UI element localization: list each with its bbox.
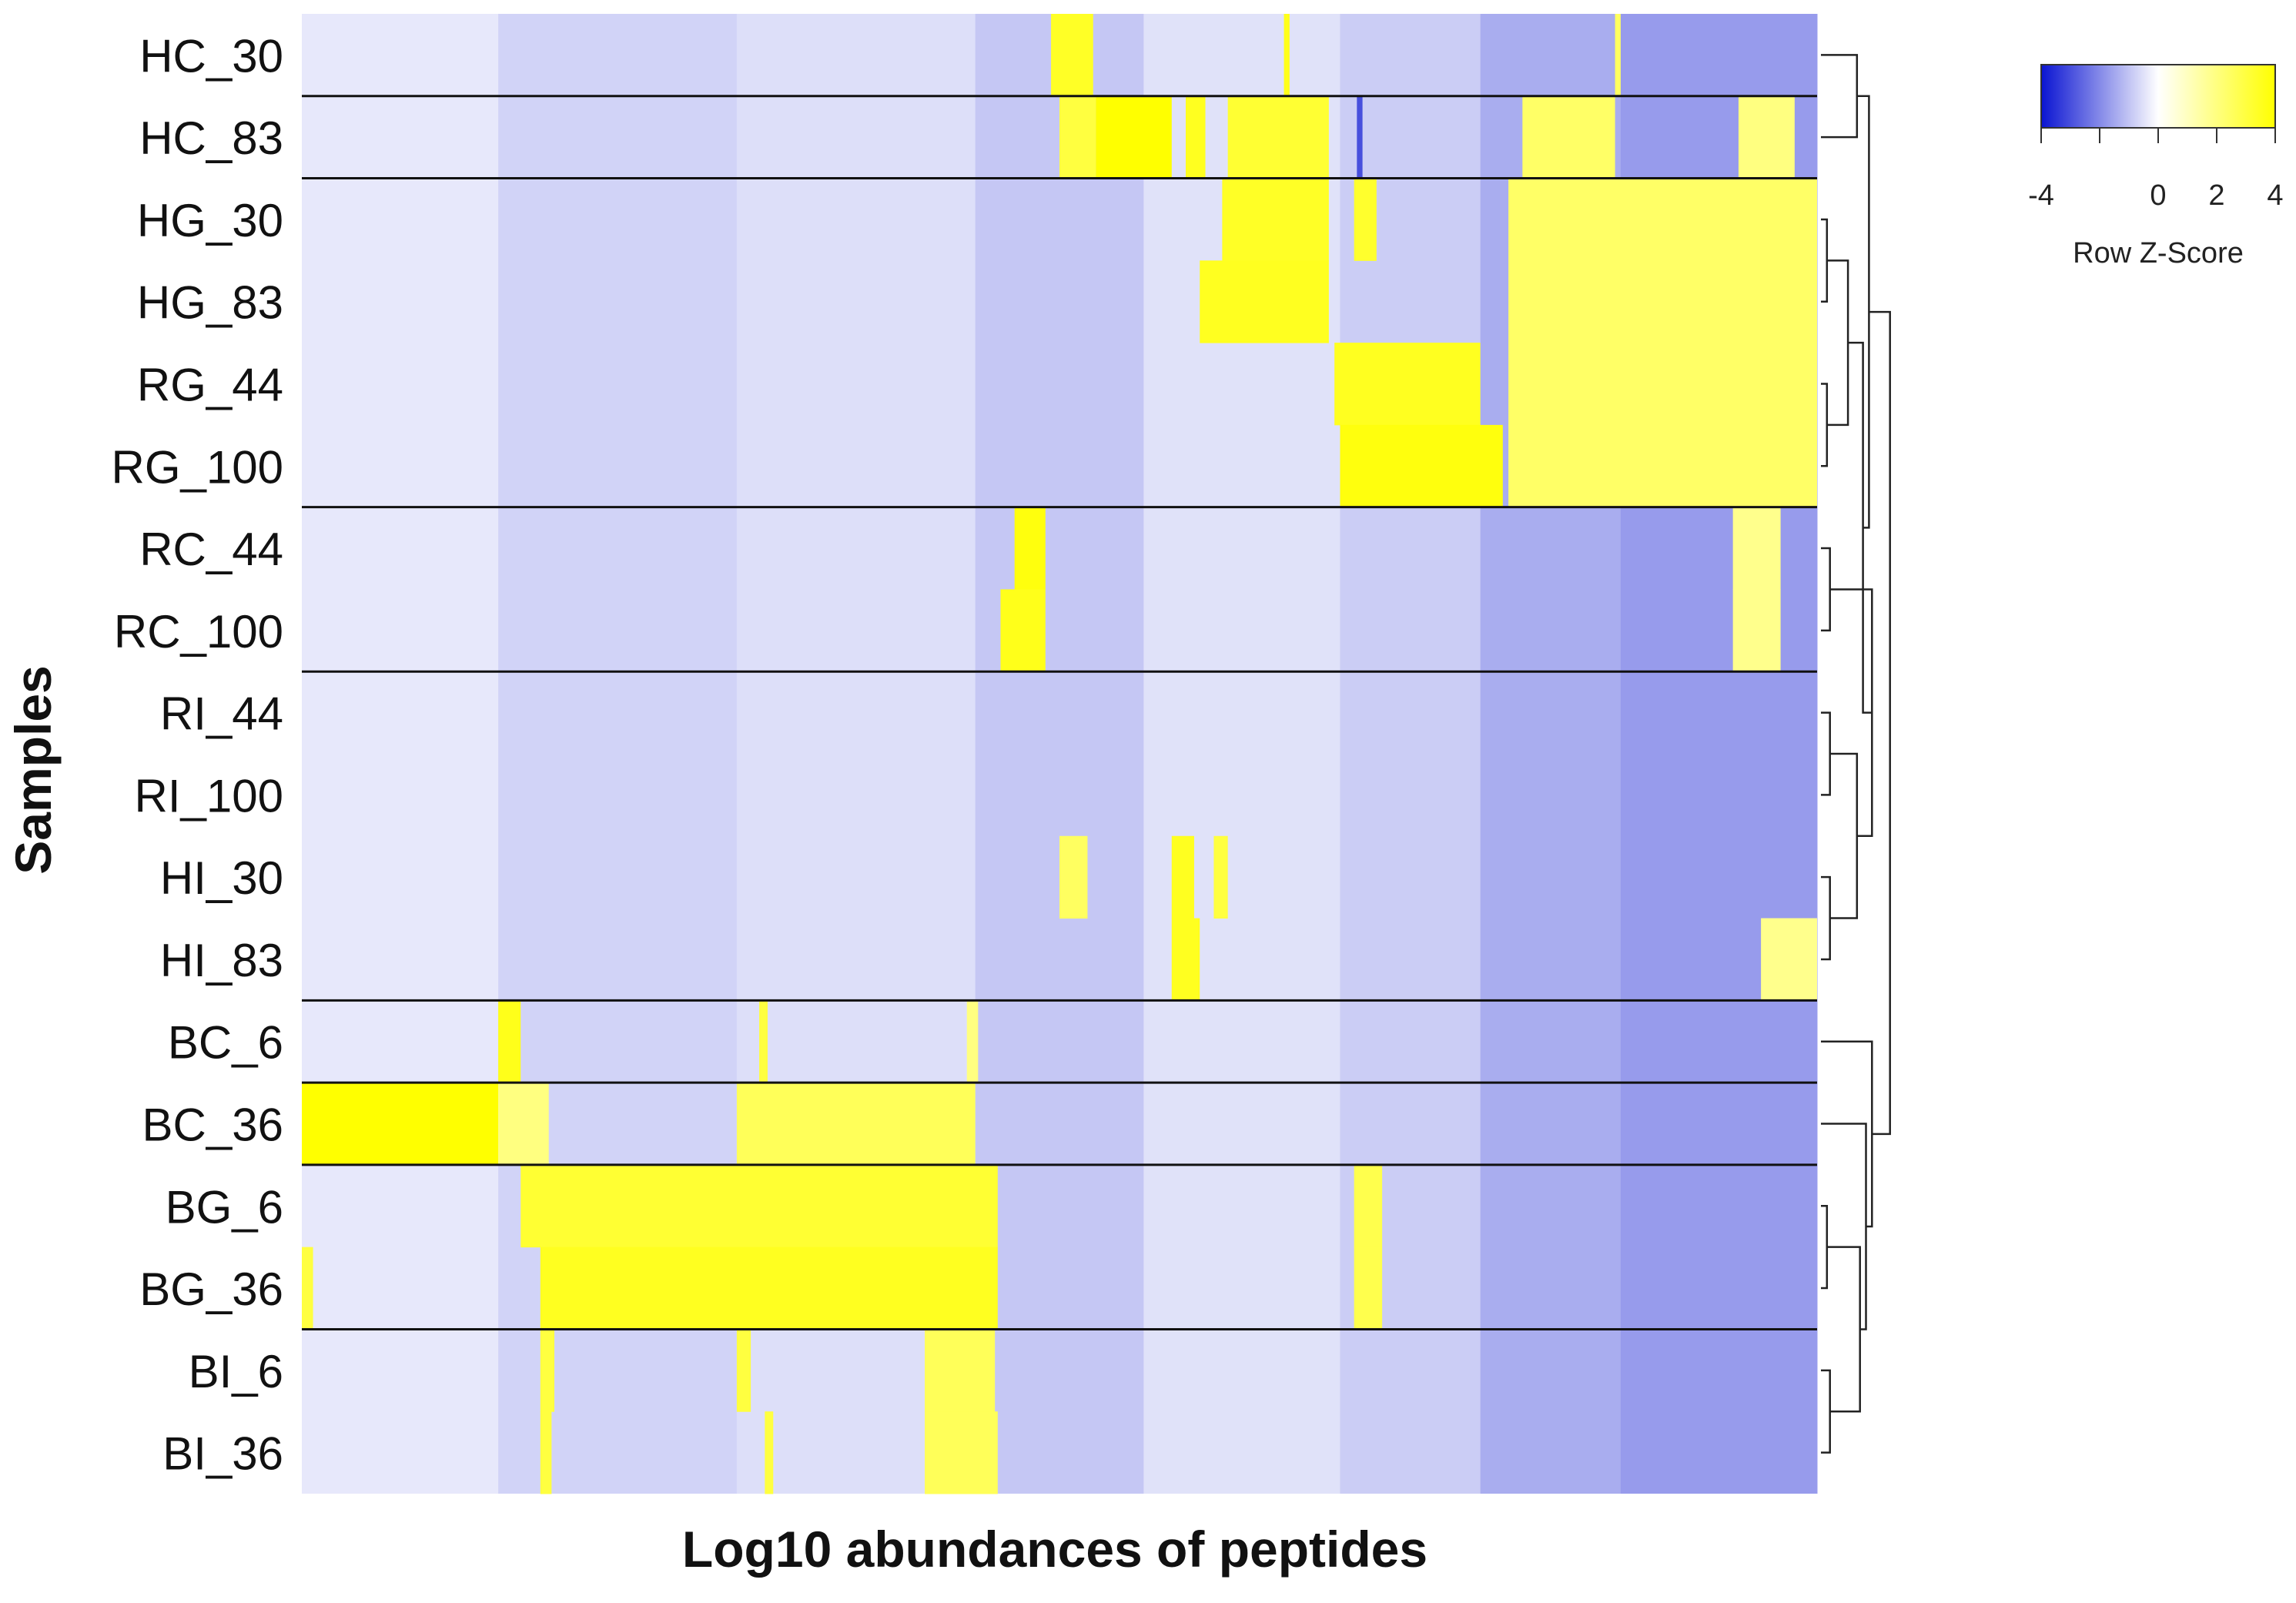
heatmap-block <box>1284 14 1290 97</box>
row-label: BI_36 <box>162 1428 283 1480</box>
dendrogram-branch <box>1869 310 1891 1136</box>
heatmap-block <box>1354 1247 1383 1330</box>
row-label: BI_6 <box>189 1346 283 1397</box>
heatmap-block <box>302 1083 499 1166</box>
heatmap-cells <box>302 14 1818 1494</box>
dendrogram-branch <box>1821 383 1829 467</box>
heatmap-block <box>925 1411 998 1494</box>
color-key-ticks: -4 0 2 4 <box>2028 128 2284 212</box>
heatmap-block <box>1340 424 1503 508</box>
heatmap-block <box>540 1247 998 1330</box>
heatmap-block <box>1051 14 1093 97</box>
heatmap-block <box>1227 95 1329 179</box>
heatmap-block <box>1508 178 1817 261</box>
row-label: HI_83 <box>160 935 283 986</box>
heatmap-block <box>1213 835 1228 919</box>
heatmap-block <box>1059 835 1088 919</box>
heatmap-block <box>498 1000 521 1083</box>
dendrogram-branch <box>1821 711 1831 796</box>
color-key-tick-label: 4 <box>2267 179 2283 212</box>
heatmap-block <box>1522 95 1615 179</box>
heatmap-block <box>1354 1164 1383 1248</box>
heatmap-block <box>1014 507 1046 590</box>
heatmap-block <box>765 1411 774 1494</box>
dendrogram-branch <box>1821 1369 1831 1454</box>
heatmap-block <box>1732 589 1781 672</box>
heatmap-block <box>540 1411 552 1494</box>
heatmap-block <box>1354 178 1377 261</box>
row-label: HC_83 <box>139 112 283 164</box>
heatmap-block <box>520 1164 998 1248</box>
heatmap-block <box>1171 918 1200 1001</box>
heatmap-block <box>302 1247 313 1330</box>
color-key-tick-label: -4 <box>2028 179 2054 212</box>
heatmap-block <box>1334 343 1481 426</box>
heatmap-block <box>1357 95 1363 179</box>
row-label: RG_44 <box>137 360 283 411</box>
heatmap-block <box>1761 918 1817 1001</box>
dendrogram-branch <box>1821 54 1859 139</box>
dendrogram-branch <box>1821 1205 1829 1290</box>
color-key-tick-label: 2 <box>2208 179 2224 212</box>
dendrogram-branch <box>1821 1123 1867 1330</box>
group-separator-lines <box>302 95 1817 1330</box>
color-key-legend: -4 0 2 4 Row Z-Score <box>2028 64 2284 269</box>
dendrogram-branch <box>1826 1246 1861 1413</box>
dendrogram-branch <box>1821 875 1831 961</box>
heatmap-block <box>759 1000 768 1083</box>
row-label: RI_44 <box>160 688 283 740</box>
dendrogram-branch <box>1856 95 1870 529</box>
heatmap-block <box>1000 589 1046 672</box>
heatmap-block <box>1186 95 1206 179</box>
heatmap-block <box>736 1083 976 1166</box>
heatmap-block <box>1738 95 1795 179</box>
row-label: BG_6 <box>166 1181 283 1233</box>
row-labels: HC_30 HC_83 HG_30 HG_83 RG_44 RG_100 RC_44 RC_1… <box>112 30 283 1479</box>
heatmap-block <box>1615 14 1621 97</box>
heatmap-block <box>736 1329 751 1412</box>
row-label: BC_6 <box>168 1017 283 1069</box>
dendrogram-branch <box>1821 1040 1873 1228</box>
color-key-gradient <box>2040 64 2276 129</box>
heatmap-block <box>966 1000 979 1083</box>
heatmap-background-band <box>975 14 1144 1494</box>
heatmap-block <box>498 1083 549 1166</box>
heatmap-block <box>1222 178 1329 261</box>
heatmap-background-band <box>302 14 499 1494</box>
heatmap-block <box>1508 343 1817 426</box>
row-label: RC_100 <box>114 606 283 658</box>
row-label: HG_30 <box>137 195 283 246</box>
row-label: RI_100 <box>135 770 283 822</box>
row-label: HC_30 <box>139 30 283 82</box>
heatmap-block <box>1096 95 1172 179</box>
heatmap-block <box>1508 260 1817 343</box>
dendrogram-branch <box>1826 259 1849 427</box>
heatmap-block <box>540 1329 554 1412</box>
heatmap-block <box>1732 507 1781 590</box>
x-axis-title: Log10 abundances of peptides <box>682 1521 1427 1578</box>
y-axis-title: Samples <box>5 665 62 874</box>
heatmap-block <box>925 1329 996 1412</box>
row-label: BG_36 <box>139 1263 283 1315</box>
row-label: HI_30 <box>160 852 283 904</box>
dendrogram-branch <box>1829 588 1873 838</box>
row-label: HG_83 <box>137 277 283 329</box>
heatmap-block <box>1171 835 1194 919</box>
heatmap-block <box>1059 95 1096 179</box>
dendrogram-branch <box>1848 341 1873 714</box>
row-dendrogram <box>1821 54 1891 1454</box>
dendrogram-branch <box>1821 547 1831 632</box>
color-key-title: Row Z-Score <box>2073 237 2244 269</box>
color-key-tick-label: 0 <box>2150 179 2166 212</box>
dendrogram-branch <box>1821 218 1829 303</box>
row-label: RC_44 <box>139 524 283 575</box>
heatmap-block <box>1508 424 1817 508</box>
row-label: RG_100 <box>112 441 283 493</box>
row-label: BC_36 <box>142 1099 283 1151</box>
heatmap-block <box>1200 260 1329 343</box>
dendrogram-branch <box>1829 752 1859 919</box>
